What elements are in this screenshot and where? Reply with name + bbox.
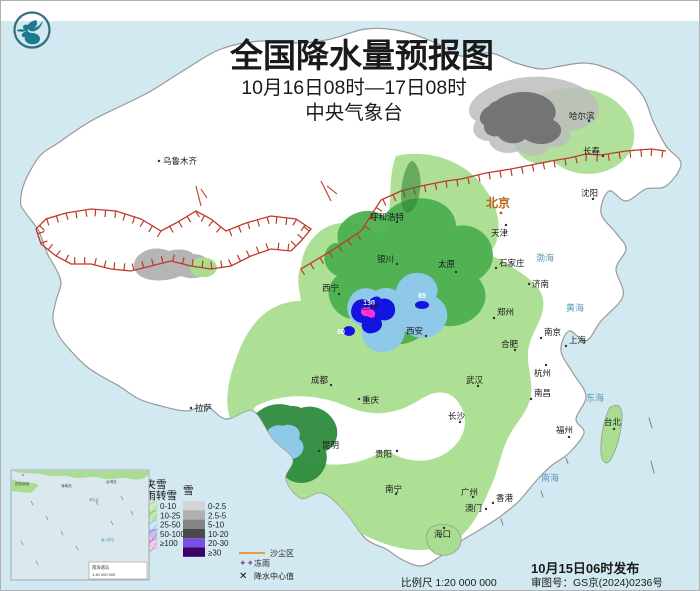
svg-text:南海诸岛: 南海诸岛 [92,564,109,571]
svg-text:长春: 长春 [583,146,601,156]
svg-text:≥100: ≥100 [160,539,178,548]
svg-text:石家庄: 石家庄 [499,258,525,268]
svg-text:兰州: 兰州 [362,301,379,311]
svg-text:福州: 福州 [556,425,573,435]
svg-text:10月16日08时—17日08时: 10月16日08时—17日08时 [241,77,466,99]
svg-text:海南岛: 海南岛 [61,483,72,488]
svg-text:天津: 天津 [491,228,509,238]
svg-text:黄海: 黄海 [566,302,584,313]
svg-text:20-30: 20-30 [208,539,229,548]
svg-text:台北: 台北 [604,417,622,427]
svg-text:比例尺 1:20 000 000: 比例尺 1:20 000 000 [401,576,497,589]
svg-text:黄岩岛: 黄岩岛 [89,497,100,502]
svg-text:西双版纳: 西双版纳 [15,481,30,486]
svg-text:上海: 上海 [569,335,587,345]
svg-text:杭州: 杭州 [534,368,551,378]
svg-text:≥30: ≥30 [208,549,222,558]
svg-text:50-100: 50-100 [160,530,185,539]
svg-text:成都: 成都 [311,375,329,385]
svg-text:沙尘区: 沙尘区 [270,548,294,558]
svg-text:郑州: 郑州 [497,307,514,317]
svg-text:太原: 太原 [438,259,455,269]
svg-text:✦✦: ✦✦ [239,558,255,568]
svg-text:冻雨: 冻雨 [254,558,270,568]
svg-text:哈尔滨: 哈尔滨 [569,111,595,121]
svg-text:南海: 南海 [541,472,559,483]
svg-text:雪: 雪 [183,485,194,497]
svg-text:昆明: 昆明 [322,440,339,450]
svg-text:南昌: 南昌 [534,388,551,398]
svg-text:重庆: 重庆 [362,395,380,405]
svg-text:武汉: 武汉 [466,375,484,385]
svg-text:海口: 海口 [434,529,451,539]
svg-text:西宁: 西宁 [322,283,339,293]
svg-text:济南: 济南 [532,279,549,289]
svg-text:南宁: 南宁 [385,484,402,494]
svg-text:贵阳: 贵阳 [375,449,392,459]
svg-text:香港: 香港 [496,493,514,503]
svg-text:5-10: 5-10 [208,521,225,530]
svg-text:澳门: 澳门 [465,503,482,513]
svg-text:中央气象台: 中央气象台 [305,102,403,124]
svg-text:沈阳: 沈阳 [581,188,598,198]
svg-text:银川: 银川 [377,254,394,264]
svg-text:审图号：GS京(2024)0236号: 审图号：GS京(2024)0236号 [531,576,663,589]
svg-text:60: 60 [337,329,345,336]
svg-text:降水中心值: 降水中心值 [254,571,294,581]
svg-text:2.5-5: 2.5-5 [208,511,227,520]
svg-text:25-50: 25-50 [160,521,181,530]
svg-text:渤海: 渤海 [536,252,554,263]
svg-text:65: 65 [418,293,426,300]
svg-text:东海: 东海 [586,392,604,403]
svg-text:1:40 000 000: 1:40 000 000 [92,572,116,577]
svg-text:合肥: 合肥 [501,339,519,349]
svg-text:广州: 广州 [461,487,478,497]
svg-text:0-2.5: 0-2.5 [208,502,227,511]
svg-text:0-10: 0-10 [160,502,177,511]
svg-text:拉萨: 拉萨 [195,403,213,413]
svg-text:南京: 南京 [544,327,561,337]
svg-text:乌鲁木齐: 乌鲁木齐 [163,156,198,166]
svg-text:南沙群岛: 南沙群岛 [101,537,115,542]
svg-text:10-25: 10-25 [160,511,181,520]
svg-text:呼和浩特: 呼和浩特 [370,212,405,222]
svg-text:✕: ✕ [239,571,247,582]
svg-text:北京: 北京 [486,195,510,210]
svg-text:10月15日06时发布: 10月15日06时发布 [531,561,639,576]
svg-text:西安: 西安 [406,326,423,336]
svg-text:台湾岛: 台湾岛 [106,479,117,484]
svg-text:全国降水量预报图: 全国降水量预报图 [229,37,494,74]
svg-text:长沙: 长沙 [448,411,466,421]
svg-text:10-20: 10-20 [208,530,229,539]
